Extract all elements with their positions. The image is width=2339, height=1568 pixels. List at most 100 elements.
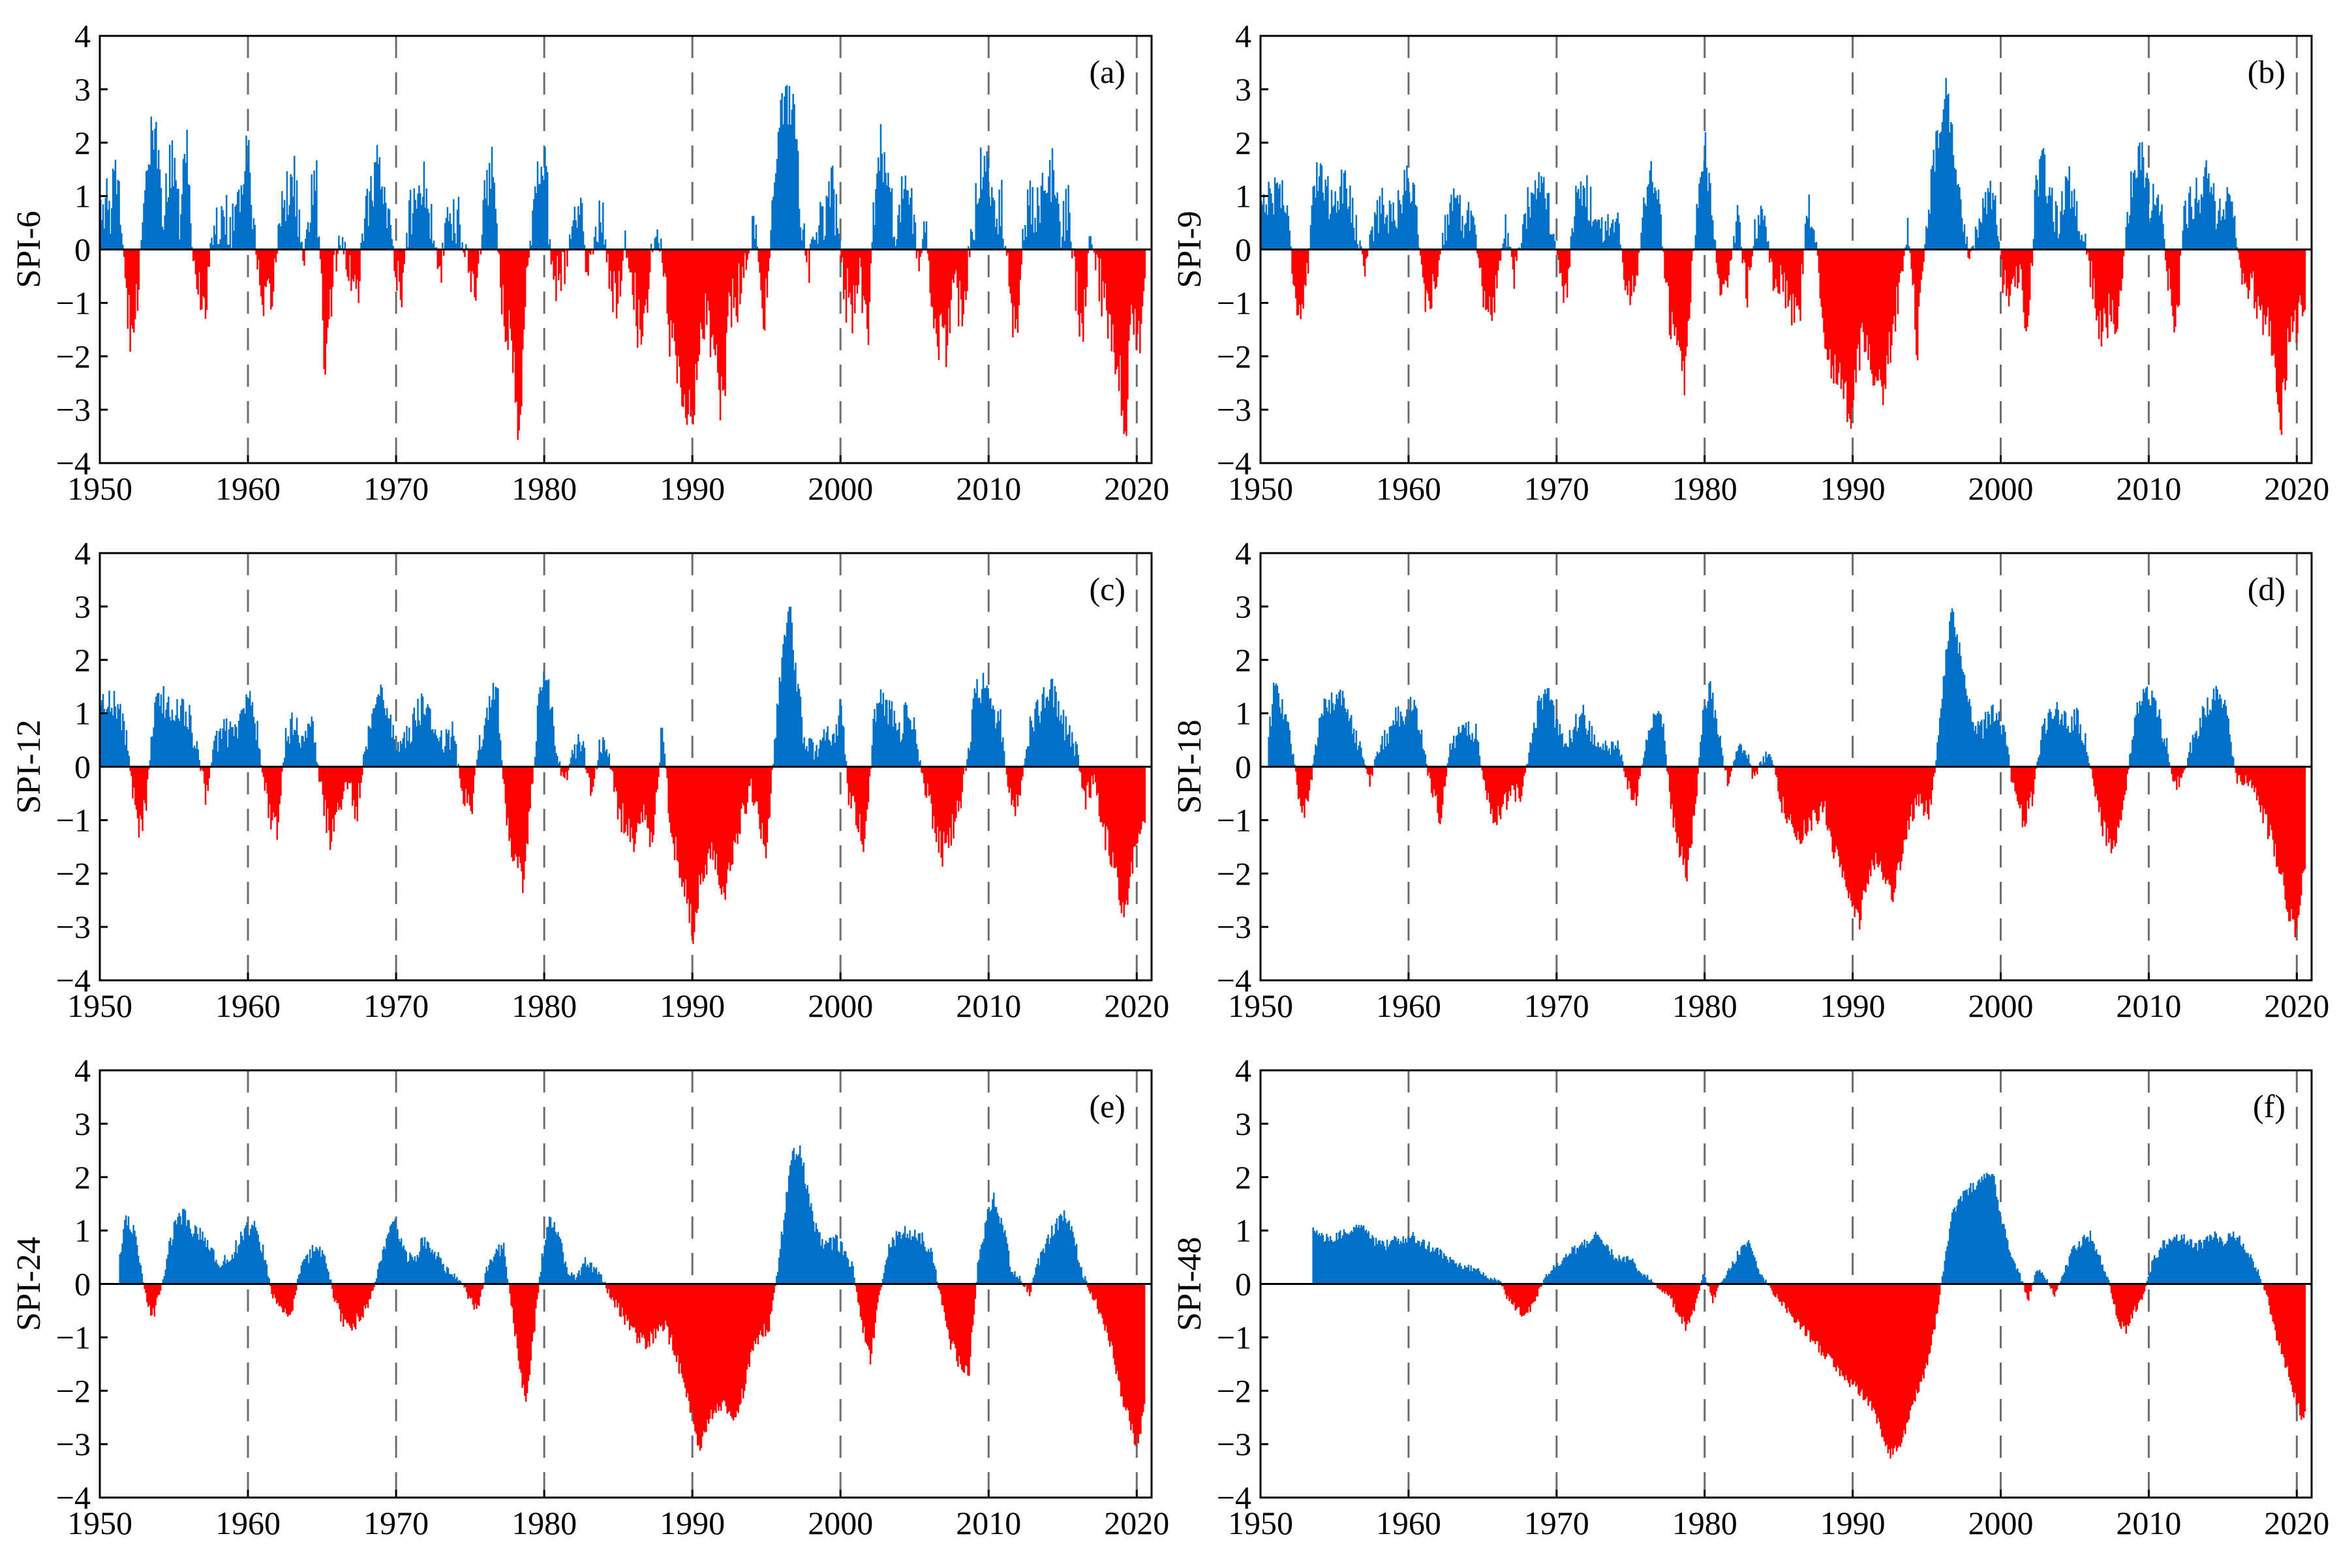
bar-positive [577,734,579,767]
bar-negative [1848,249,1850,414]
bar-negative [618,249,620,271]
bar-negative [1140,766,1142,830]
bar-positive [2215,1233,2218,1284]
bar-positive [1463,728,1466,767]
bar-positive [1328,699,1330,767]
bar-positive [896,1235,898,1284]
bar-positive [907,717,909,767]
bar-positive [1527,187,1529,250]
bar-positive [2055,708,2057,767]
bar-positive [210,1247,213,1284]
bar-positive [2207,178,2209,250]
bar-negative [2031,766,2034,806]
bar-positive [1737,215,1740,250]
bar-negative [960,249,962,300]
bar-positive [594,226,597,250]
bar-negative [957,249,960,327]
bar-positive [1327,176,1329,250]
bar-positive [1574,727,1576,767]
bar-negative [643,249,645,314]
bar-positive [1397,1239,1399,1284]
bar-positive [1403,1243,1405,1284]
bar-negative [281,766,283,772]
bar-positive [1971,247,1973,250]
bar-positive [1983,207,1985,250]
bar-negative [681,249,683,406]
bar-positive [816,1229,818,1284]
bar-positive [572,753,575,767]
bar-positive [179,705,182,767]
bar-negative [1105,249,1108,310]
bar-negative [323,766,325,817]
bar-positive [1600,749,1603,767]
bar-positive [1610,1255,1612,1284]
bar-positive [183,153,186,250]
bar-positive [796,691,798,767]
bar-positive [1446,214,1449,250]
bar-positive [1444,215,1446,250]
bar-negative [701,1284,704,1437]
bar-positive [1452,1260,1455,1284]
bar-negative [1751,249,1754,256]
bar-positive [806,746,808,767]
bar-positive [1507,233,1509,250]
bar-positive [787,124,789,250]
bar-negative [2251,766,2253,789]
bar-negative [770,766,772,794]
bar-positive [593,237,596,250]
bar-positive [1634,1263,1636,1284]
bar-negative [273,249,276,259]
bar-negative [1439,766,1441,824]
bar-positive [1067,185,1069,250]
bar-negative [362,1284,364,1318]
bar-negative [666,766,668,778]
bar-positive [878,702,881,767]
bar-positive [787,611,789,767]
bar-positive [182,1209,184,1284]
bar-positive [1630,1259,1632,1284]
bar-positive [1534,727,1536,767]
bar-positive [1428,1241,1430,1284]
bar-positive [185,1226,188,1284]
bar-positive [2139,701,2141,767]
bar-negative [1830,766,1833,837]
bar-positive [2158,709,2161,767]
bar-negative [661,249,664,263]
bar-negative [2013,249,2015,277]
bar-positive [2235,1240,2237,1284]
bar-positive [1580,181,1582,250]
bar-negative [855,249,857,286]
bar-positive [545,680,547,767]
bar-positive [2187,1240,2189,1284]
bar-positive [2254,1267,2255,1284]
bar-negative [1719,249,1721,296]
bar-positive [1744,750,1746,767]
bar-positive [1010,1272,1013,1284]
bar-positive [1395,1237,1397,1284]
bar-negative [524,766,527,862]
bar-positive [1386,215,1388,250]
bar-positive [1458,204,1460,250]
bar-negative [530,766,532,785]
bar-positive [111,708,113,767]
bar-positive [1344,170,1347,250]
bar-negative [769,249,771,258]
bar-positive [1640,1273,1642,1284]
bar-negative [946,766,949,835]
bar-negative [1851,766,1854,907]
bar-positive [1456,734,1459,767]
bar-positive [795,1154,797,1284]
bar-negative [2010,766,2013,782]
bar-negative [2002,249,2004,294]
bar-positive [1549,1273,1551,1284]
bar-positive [1577,1248,1580,1284]
bar-negative [747,1284,750,1364]
bar-negative [1423,249,1426,284]
bar-negative [743,1284,746,1391]
bar-positive [204,1237,206,1284]
bar-negative [1089,1284,1092,1294]
bar-positive [827,1243,830,1284]
bar-positive [498,1244,500,1284]
bar-negative [918,249,920,272]
bar-positive [1082,1277,1084,1284]
